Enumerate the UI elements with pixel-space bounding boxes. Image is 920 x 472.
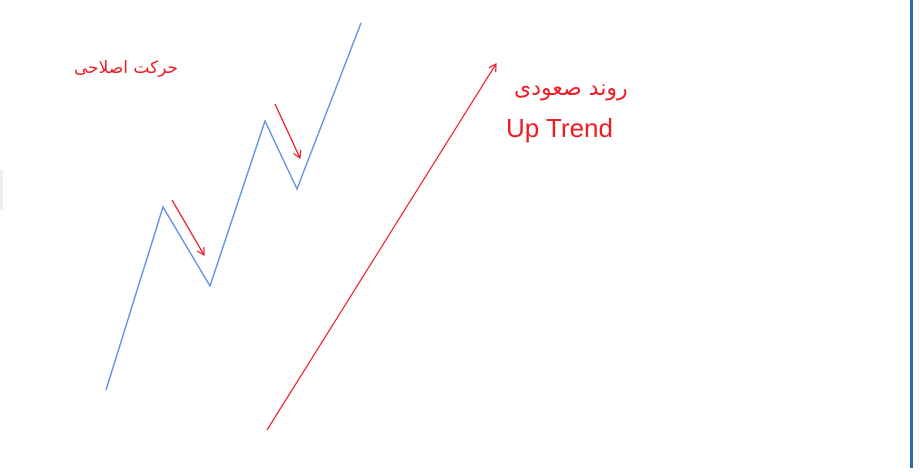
- pullback-arrow-upper: [274, 103, 302, 160]
- window-right-border: [910, 0, 920, 468]
- uptrend-english-label: Up Trend: [506, 113, 613, 143]
- pullback-arrow-lower: [171, 199, 205, 257]
- left-edge-shadow: [0, 170, 3, 210]
- price-zigzag-line: [105, 22, 362, 391]
- uptrend-persian-label: روند صعودی: [514, 76, 628, 101]
- uptrend-arrow: [266, 62, 497, 431]
- correction-label: حرکت اصلاحی: [74, 58, 179, 78]
